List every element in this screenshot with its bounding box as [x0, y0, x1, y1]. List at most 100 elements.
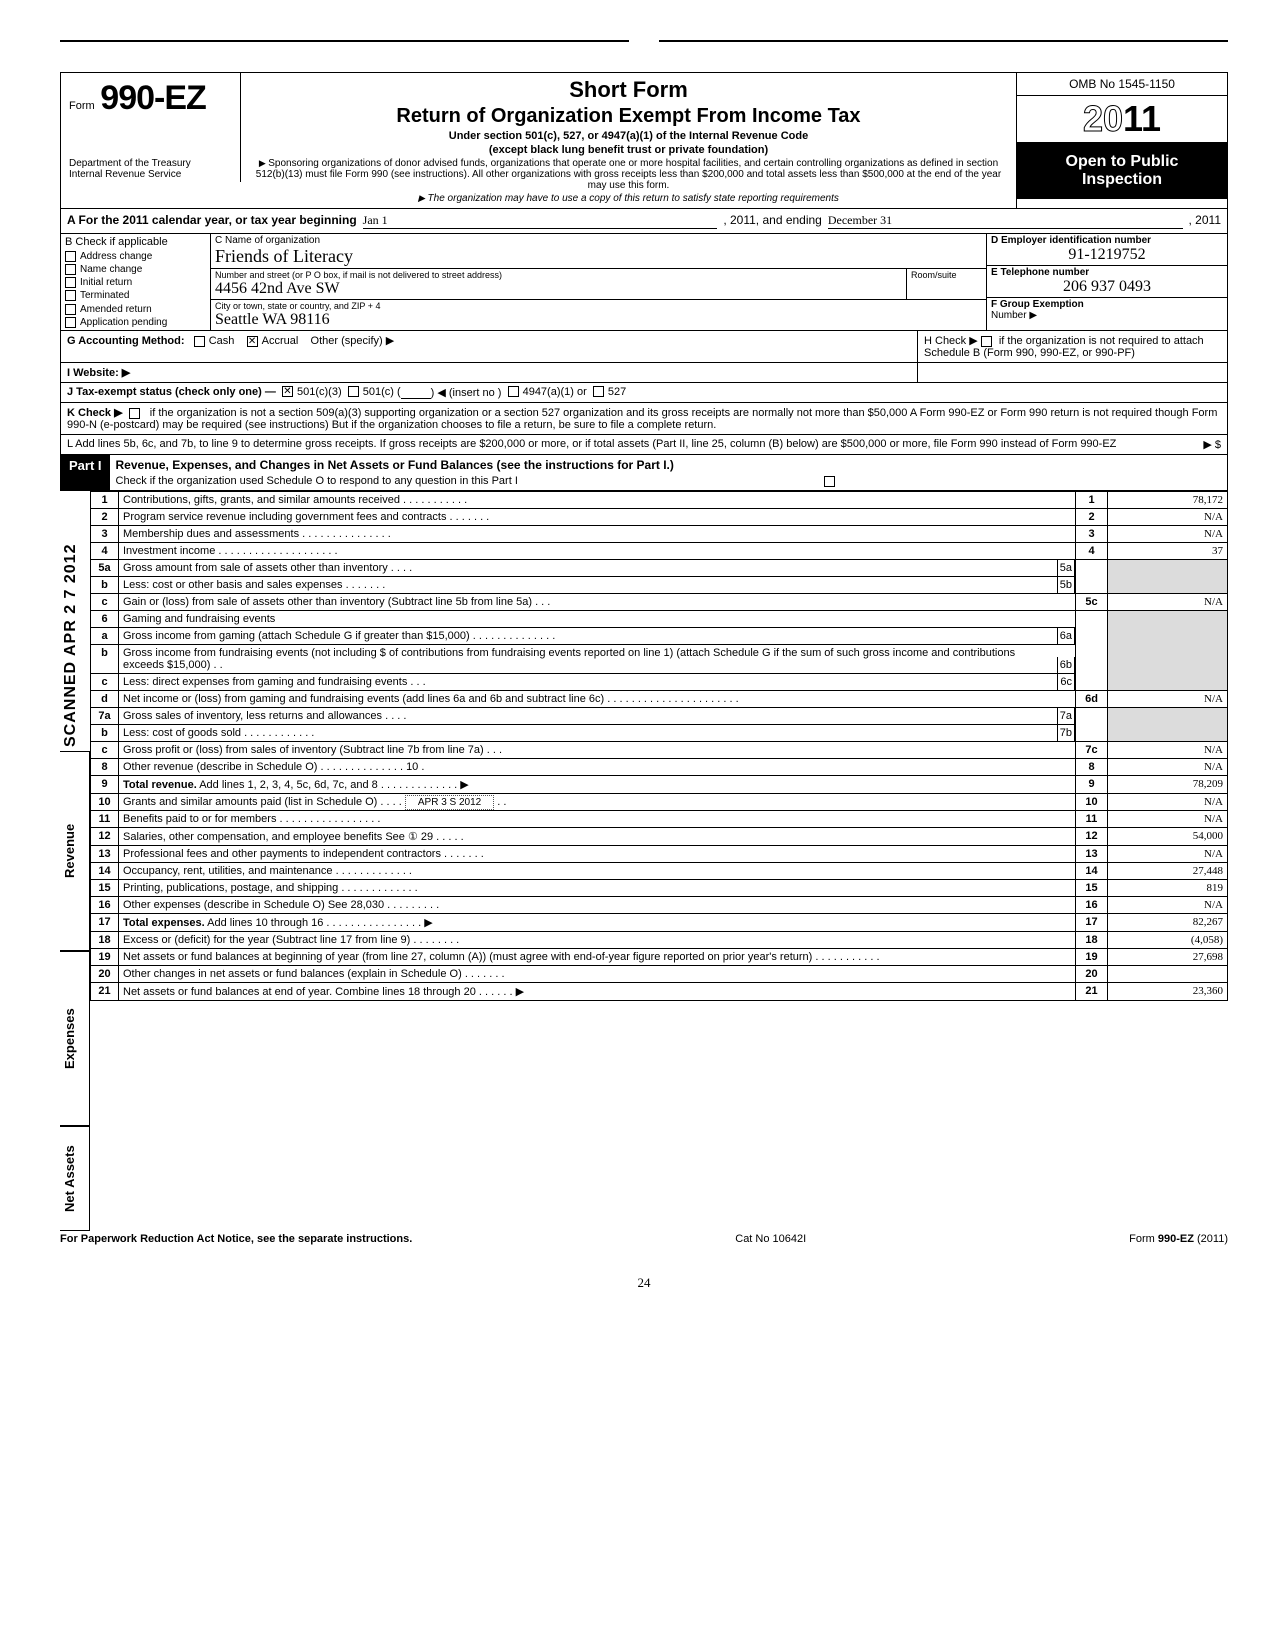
f-label: F Group Exemption [991, 299, 1223, 310]
chk-name-change[interactable] [65, 264, 76, 275]
part1-title: Revenue, Expenses, and Changes in Net As… [110, 455, 1227, 475]
e-label: E Telephone number [991, 267, 1223, 278]
open-public-badge: Open to Public Inspection [1017, 143, 1227, 199]
year-end-input[interactable]: December 31 [828, 213, 1183, 229]
line-7a: 7aGross sales of inventory, less returns… [91, 708, 1228, 725]
org-name-input[interactable]: Friends of Literacy [215, 246, 982, 267]
l-text: L Add lines 5b, 6c, and 7b, to line 9 to… [67, 438, 1121, 451]
dept-treasury: Department of the Treasury [69, 158, 232, 169]
year-begin-input[interactable]: Jan 1 [363, 213, 718, 229]
form-number-cell: Form 990-EZ Department of the Treasury I… [61, 73, 241, 182]
h-label: H Check ▶ [924, 335, 978, 347]
city-label: City or town, state or country, and ZIP … [215, 301, 982, 311]
chk-part1-scho[interactable] [824, 476, 835, 487]
c-label: C Name of organization [215, 235, 982, 246]
line-3: 3Membership dues and assessments . . . .… [91, 526, 1228, 543]
side-revenue: Revenue [60, 751, 90, 951]
line-16: 16Other expenses (describe in Schedule O… [91, 897, 1228, 914]
city-input[interactable]: Seattle WA 98116 [215, 311, 982, 329]
scanned-stamp: SCANNED APR 2 7 2012 [60, 491, 90, 751]
line-8: 8Other revenue (describe in Schedule O) … [91, 759, 1228, 776]
ein-input[interactable]: 91-1219752 [991, 246, 1223, 264]
chk-501c[interactable] [348, 386, 359, 397]
omb-number: OMB No 1545-1150 [1017, 73, 1227, 96]
line-15: 15Printing, publications, postage, and s… [91, 880, 1228, 897]
line-20: 20Other changes in net assets or fund ba… [91, 966, 1228, 983]
chk-h[interactable] [981, 336, 992, 347]
room-label: Room/suite [906, 269, 986, 299]
page-number: 24 [60, 1275, 1228, 1291]
col-b: B Check if applicable Address change Nam… [61, 234, 211, 330]
short-form-title: Short Form [251, 77, 1006, 103]
line-9: 9Total revenue. Total revenue. Add lines… [91, 776, 1228, 794]
page-footer: For Paperwork Reduction Act Notice, see … [60, 1233, 1228, 1245]
chk-k[interactable] [129, 408, 140, 419]
line-6: 6Gaming and fundraising events [91, 611, 1228, 628]
chk-initial-return[interactable] [65, 277, 76, 288]
subtitle2: (except black lung benefit trust or priv… [251, 144, 1006, 156]
form-label: Form [69, 100, 95, 112]
line-6c: cLess: direct expenses from gaming and f… [91, 674, 1228, 691]
line-2: 2Program service revenue including gover… [91, 509, 1228, 526]
line-17: 17Total expenses. Add lines 10 through 1… [91, 914, 1228, 932]
right-header-cell: OMB No 1545-1150 2011 Open to Public Ins… [1017, 73, 1227, 199]
subtitle4: The organization may have to use a copy … [251, 193, 1006, 204]
line-5b: bLess: cost or other basis and sales exp… [91, 577, 1228, 594]
chk-cash[interactable] [194, 336, 205, 347]
part1-bar: Part I [61, 455, 110, 490]
street-input[interactable]: 4456 42nd Ave SW [215, 280, 902, 298]
subtitle3: Sponsoring organizations of donor advise… [251, 158, 1006, 191]
received-stamp: APR 3 S 2012 [405, 795, 494, 810]
line-4: 4Investment income . . . . . . . . . . .… [91, 543, 1228, 560]
chk-accrual[interactable] [247, 336, 258, 347]
chk-terminated[interactable] [65, 290, 76, 301]
phone-input[interactable]: 206 937 0493 [991, 278, 1223, 296]
col-c: C Name of organization Friends of Litera… [211, 234, 987, 330]
return-title: Return of Organization Exempt From Incom… [251, 105, 1006, 128]
line-10: 10Grants and similar amounts paid (list … [91, 794, 1228, 811]
tax-year: 2011 [1017, 96, 1227, 143]
chk-501c3[interactable] [282, 386, 293, 397]
side-expenses: Expenses [60, 951, 90, 1126]
form-header: Form 990-EZ Department of the Treasury I… [60, 72, 1228, 209]
k-text: if the organization is not a section 509… [67, 407, 1217, 431]
j-label: J Tax-exempt status (check only one) — [67, 386, 276, 399]
subtitle1: Under section 501(c), 527, or 4947(a)(1)… [251, 130, 1006, 142]
part1-check-text: Check if the organization used Schedule … [116, 475, 518, 487]
chk-4947[interactable] [508, 386, 519, 397]
g-label: G Accounting Method: [67, 335, 185, 347]
b-title: B Check if applicable [61, 234, 210, 250]
line-11: 11Benefits paid to or for members . . . … [91, 811, 1228, 828]
chk-address-change[interactable] [65, 251, 76, 262]
footer-left: For Paperwork Reduction Act Notice, see … [60, 1233, 412, 1245]
lines-block: SCANNED APR 2 7 2012 Revenue Expenses Ne… [60, 491, 1228, 1231]
footer-mid: Cat No 10642I [735, 1233, 806, 1245]
line-14: 14Occupancy, rent, utilities, and mainte… [91, 863, 1228, 880]
part1-header: Part I Revenue, Expenses, and Changes in… [60, 455, 1228, 491]
f-label2: Number ▶ [991, 310, 1223, 321]
d-label: D Employer identification number [991, 235, 1223, 246]
k-label: K Check ▶ [67, 407, 123, 419]
line-7c: cGross profit or (loss) from sales of in… [91, 742, 1228, 759]
i-label: I Website: ▶ [67, 367, 130, 379]
title-cell: Short Form Return of Organization Exempt… [241, 73, 1017, 208]
line-1: 1Contributions, gifts, grants, and simil… [91, 492, 1228, 509]
dept-irs: Internal Revenue Service [69, 169, 232, 180]
bcdef-row: B Check if applicable Address change Nam… [61, 234, 1227, 330]
line-18: 18Excess or (deficit) for the year (Subt… [91, 932, 1228, 949]
col-def: D Employer identification number 91-1219… [987, 234, 1227, 330]
line-7b: bLess: cost of goods sold . . . . . . . … [91, 725, 1228, 742]
lines-table: 1Contributions, gifts, grants, and simil… [90, 491, 1228, 1001]
chk-amended[interactable] [65, 304, 76, 315]
line-6a: aGross income from gaming (attach Schedu… [91, 628, 1228, 645]
l-arrow: ▶ $ [1121, 438, 1221, 451]
line-12: 12Salaries, other compensation, and empl… [91, 828, 1228, 846]
chk-527[interactable] [593, 386, 604, 397]
side-netassets: Net Assets [60, 1126, 90, 1231]
chk-app-pending[interactable] [65, 317, 76, 328]
line-6b: bGross income from fundraising events (n… [91, 645, 1228, 674]
line-19: 19Net assets or fund balances at beginni… [91, 949, 1228, 966]
top-rules [60, 40, 1228, 42]
line-6d: dNet income or (loss) from gaming and fu… [91, 691, 1228, 708]
footer-right: Form 990-EZ (2011) [1129, 1233, 1228, 1245]
